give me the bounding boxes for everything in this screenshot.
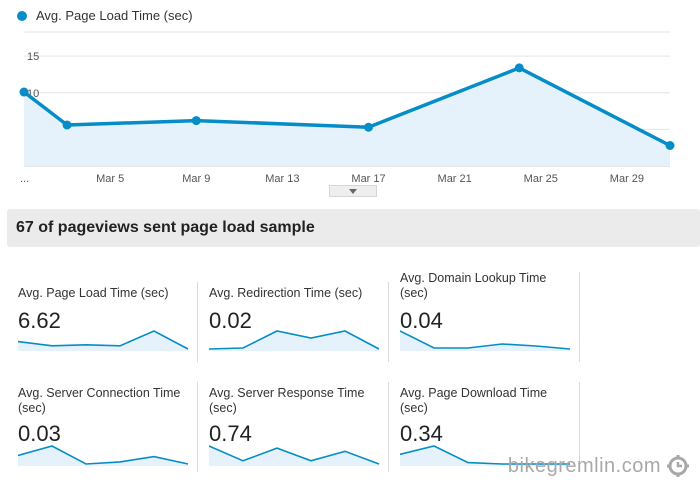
metric-divider (579, 272, 580, 362)
metric-divider (197, 382, 198, 472)
collapse-chart-button[interactable] (329, 185, 377, 197)
metric-redirection-time[interactable]: Avg. Redirection Time (sec) 0.02 (209, 273, 392, 373)
sparkline (18, 445, 189, 466)
sparkline (209, 330, 380, 351)
metric-divider (388, 382, 389, 472)
metric-value: 0.03 (18, 421, 61, 446)
metric-domain-lookup-time[interactable]: Avg. Domain Lookup Time (sec) 0.04 (400, 271, 583, 373)
y-tick-label: 15 (27, 51, 39, 63)
x-tick-label: Mar 17 (351, 173, 385, 185)
metric-label: Avg. Server Response Time (sec) (209, 386, 365, 415)
metric-label: Avg. Server Connection Time (sec) (18, 386, 181, 415)
chevron-down-icon (349, 188, 357, 194)
sparkline-line (18, 445, 189, 465)
sample-summary-header: 67 of pageviews sent page load sample (7, 209, 700, 247)
sparkline-area (18, 331, 188, 351)
sample-summary-title: 67 of pageviews sent page load sample (16, 219, 315, 236)
metric-value: 0.04 (400, 308, 443, 333)
metric-divider (579, 382, 580, 472)
sparkline (400, 445, 570, 466)
sparkline-line (209, 445, 380, 465)
metric-divider (388, 282, 389, 362)
sparkline-line (400, 330, 571, 350)
sparkline-line (18, 330, 189, 350)
x-tick-label: Mar 25 (524, 173, 558, 185)
metric-label: Avg. Redirection Time (sec) (209, 286, 363, 300)
x-tick-label: Mar 9 (182, 173, 210, 185)
gear-icon (667, 455, 689, 477)
data-point (62, 120, 72, 130)
metric-value: 0.34 (400, 421, 443, 446)
metric-value: 0.74 (209, 421, 252, 446)
sparkline-line (400, 445, 570, 465)
sparkline-area (400, 331, 570, 351)
sparkline-area (209, 446, 379, 466)
watermark-text: bikegremlin.com (507, 454, 661, 477)
chart-line (22, 66, 671, 148)
data-point (514, 63, 524, 73)
data-point (364, 122, 374, 132)
metric-label: Avg. Page Download Time (sec) (400, 386, 548, 415)
metric-divider (197, 282, 198, 362)
chart-area (24, 67, 670, 166)
chart-legend[interactable]: Avg. Page Load Time (sec) (17, 8, 193, 23)
x-tick-label: Mar 29 (610, 173, 644, 185)
x-tick-label: Mar 13 (265, 173, 299, 185)
legend-label: Avg. Page Load Time (sec) (36, 8, 193, 23)
x-tick-label: ... (20, 173, 29, 185)
metric-page-load-time[interactable]: Avg. Page Load Time (sec) 6.62 (18, 273, 201, 373)
data-point (665, 140, 675, 150)
sparkline-line (209, 330, 380, 350)
metric-server-connection-time[interactable]: Avg. Server Connection Time (sec) 0.03 (18, 386, 201, 486)
metric-page-download-time[interactable]: Avg. Page Download Time (sec) 0.34 (400, 386, 583, 486)
metric-value: 6.62 (18, 308, 61, 333)
metric-server-response-time[interactable]: Avg. Server Response Time (sec) 0.74 (209, 386, 392, 486)
metric-value: 0.02 (209, 308, 252, 333)
metric-label: Avg. Page Load Time (sec) (18, 286, 169, 300)
sparkline (18, 330, 189, 351)
x-tick-label: Mar 5 (96, 173, 124, 185)
metric-label: Avg. Domain Lookup Time (sec) (400, 271, 547, 300)
x-axis-labels: ... Mar 5 Mar 9 Mar 13 Mar 17 Mar 21 Mar 25 Mar… (20, 173, 644, 185)
watermark: bikegremlin.com (508, 454, 690, 478)
x-tick-label: Mar 21 (438, 173, 472, 185)
data-point (19, 87, 29, 97)
legend-dot-icon (17, 10, 27, 21)
sparkline (209, 445, 380, 466)
data-point (191, 116, 201, 126)
sparkline-area (209, 331, 379, 351)
sparkline (400, 330, 571, 351)
